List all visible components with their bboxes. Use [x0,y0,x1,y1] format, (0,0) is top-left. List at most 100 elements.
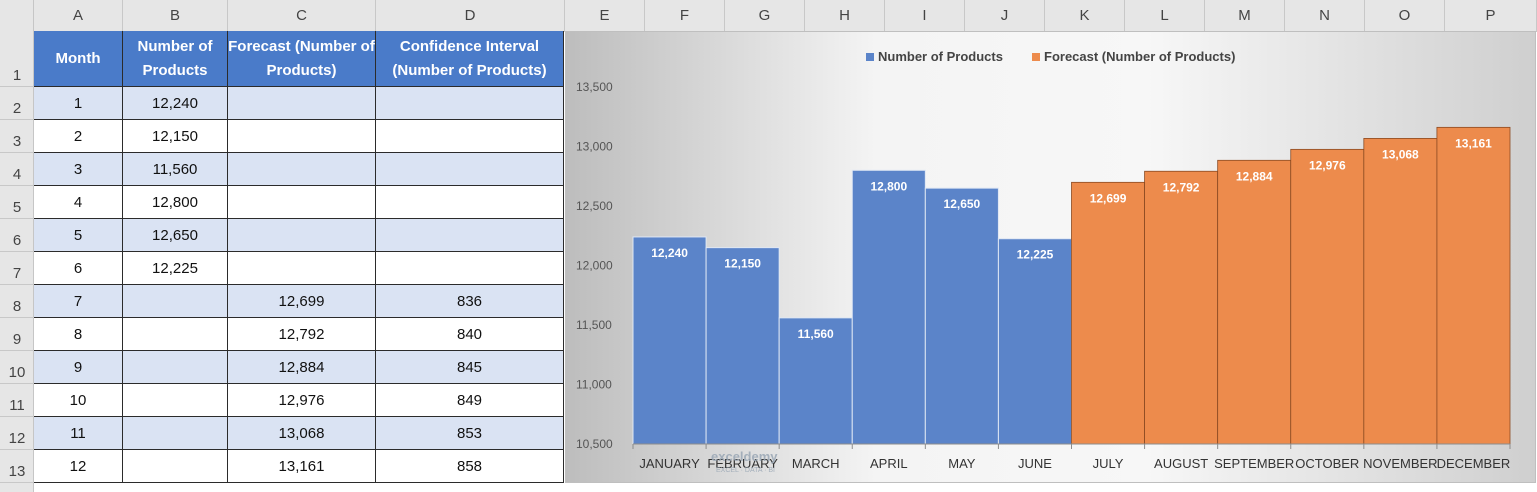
row-header-10[interactable]: 10 [0,351,34,384]
cell-month-8[interactable]: 8 [34,318,123,351]
bar-april [851,169,926,445]
column-header-a[interactable]: A [34,0,123,31]
cell-month-6[interactable]: 6 [34,252,123,285]
cell-month-4[interactable]: 4 [34,186,123,219]
x-tick-label: AUGUST [1154,456,1208,471]
column-header-p[interactable]: P [1445,0,1537,31]
cell-confidence-4[interactable] [376,186,564,219]
legend-label-actual: Number of Products [878,49,1003,64]
row-header-2[interactable]: 2 [0,87,34,120]
legend-label-forecast: Forecast (Number of Products) [1044,49,1236,64]
header-products[interactable]: Number of Products [123,31,228,87]
cell-month-7[interactable]: 7 [34,285,123,318]
column-header-h[interactable]: H [805,0,885,31]
legend-swatch-actual [866,52,874,61]
y-tick-label: 13,500 [576,80,613,94]
cell-forecast-4[interactable] [228,186,376,219]
cell-month-5[interactable]: 5 [34,219,123,252]
row-header-6[interactable]: 6 [0,219,34,252]
cell-products-3[interactable]: 11,560 [123,153,228,186]
cell-month-12[interactable]: 12 [34,450,123,483]
cell-products-9[interactable] [123,351,228,384]
column-header-j[interactable]: J [965,0,1045,31]
cell-products-1[interactable]: 12,240 [123,87,228,120]
column-header-l[interactable]: L [1125,0,1205,31]
cell-products-8[interactable] [123,318,228,351]
data-label-may: 12,650 [944,197,981,211]
cell-confidence-2[interactable] [376,120,564,153]
column-header-d[interactable]: D [376,0,565,31]
cell-month-9[interactable]: 9 [34,351,123,384]
cell-forecast-9[interactable]: 12,884 [228,351,376,384]
x-tick-label: DECEMBER [1437,456,1511,471]
cell-products-10[interactable] [123,384,228,417]
column-header-g[interactable]: G [725,0,805,31]
bar-august [1144,170,1219,445]
bar-december [1436,126,1511,445]
cell-forecast-10[interactable]: 12,976 [228,384,376,417]
cell-forecast-2[interactable] [228,120,376,153]
header-confidence[interactable]: Confidence Interval (Number of Products) [376,31,564,87]
cell-forecast-5[interactable] [228,219,376,252]
cell-forecast-12[interactable]: 13,161 [228,450,376,483]
row-header-7[interactable]: 7 [0,252,34,285]
cell-products-11[interactable] [123,417,228,450]
cell-products-2[interactable]: 12,150 [123,120,228,153]
cell-month-11[interactable]: 11 [34,417,123,450]
column-header-i[interactable]: I [885,0,965,31]
select-all-corner[interactable] [0,0,34,31]
cell-confidence-8[interactable]: 840 [376,318,564,351]
row-header-4[interactable]: 4 [0,153,34,186]
cell-forecast-8[interactable]: 12,792 [228,318,376,351]
cell-products-12[interactable] [123,450,228,483]
cell-confidence-7[interactable]: 836 [376,285,564,318]
column-header-e[interactable]: E [565,0,645,31]
cell-forecast-7[interactable]: 12,699 [228,285,376,318]
row-header-5[interactable]: 5 [0,186,34,219]
cell-products-5[interactable]: 12,650 [123,219,228,252]
data-label-january: 12,240 [651,246,688,260]
cell-confidence-1[interactable] [376,87,564,120]
cell-month-2[interactable]: 2 [34,120,123,153]
row-header-3[interactable]: 3 [0,120,34,153]
cell-forecast-6[interactable] [228,252,376,285]
column-header-k[interactable]: K [1045,0,1125,31]
cell-forecast-11[interactable]: 13,068 [228,417,376,450]
cell-confidence-11[interactable]: 853 [376,417,564,450]
x-tick-label: JANUARY [639,456,700,471]
bar-july [1071,181,1145,445]
row-header-1[interactable]: 1 [0,31,34,87]
x-tick-label: MAY [948,456,976,471]
cell-products-7[interactable] [123,285,228,318]
forecast-chart[interactable]: Number of Products Forecast (Number of P… [565,31,1536,483]
column-header-b[interactable]: B [123,0,228,31]
cell-forecast-1[interactable] [228,87,376,120]
row-header-11[interactable]: 11 [0,384,34,417]
row-header-8[interactable]: 8 [0,285,34,318]
row-header-9[interactable]: 9 [0,318,34,351]
cell-confidence-3[interactable] [376,153,564,186]
cell-confidence-12[interactable]: 858 [376,450,564,483]
column-header-n[interactable]: N [1285,0,1365,31]
cell-confidence-9[interactable]: 845 [376,351,564,384]
cell-month-3[interactable]: 3 [34,153,123,186]
row-header-bar: 1 2 3 4 5 6 7 8 9 10 11 12 13 [0,31,34,492]
row-header-13[interactable]: 13 [0,450,34,483]
cell-month-1[interactable]: 1 [34,87,123,120]
header-forecast[interactable]: Forecast (Number of Products) [228,31,376,87]
cell-confidence-10[interactable]: 849 [376,384,564,417]
header-month[interactable]: Month [34,31,123,87]
column-header-c[interactable]: C [228,0,376,31]
column-header-m[interactable]: M [1205,0,1285,31]
column-header-o[interactable]: O [1365,0,1445,31]
cell-forecast-3[interactable] [228,153,376,186]
cell-confidence-5[interactable] [376,219,564,252]
cell-confidence-6[interactable] [376,252,564,285]
cell-month-10[interactable]: 10 [34,384,123,417]
row-header-12[interactable]: 12 [0,417,34,450]
legend-item-actual: Number of Products [866,49,1003,64]
data-label-july: 12,699 [1090,191,1127,205]
cell-products-4[interactable]: 12,800 [123,186,228,219]
column-header-f[interactable]: F [645,0,725,31]
cell-products-6[interactable]: 12,225 [123,252,228,285]
